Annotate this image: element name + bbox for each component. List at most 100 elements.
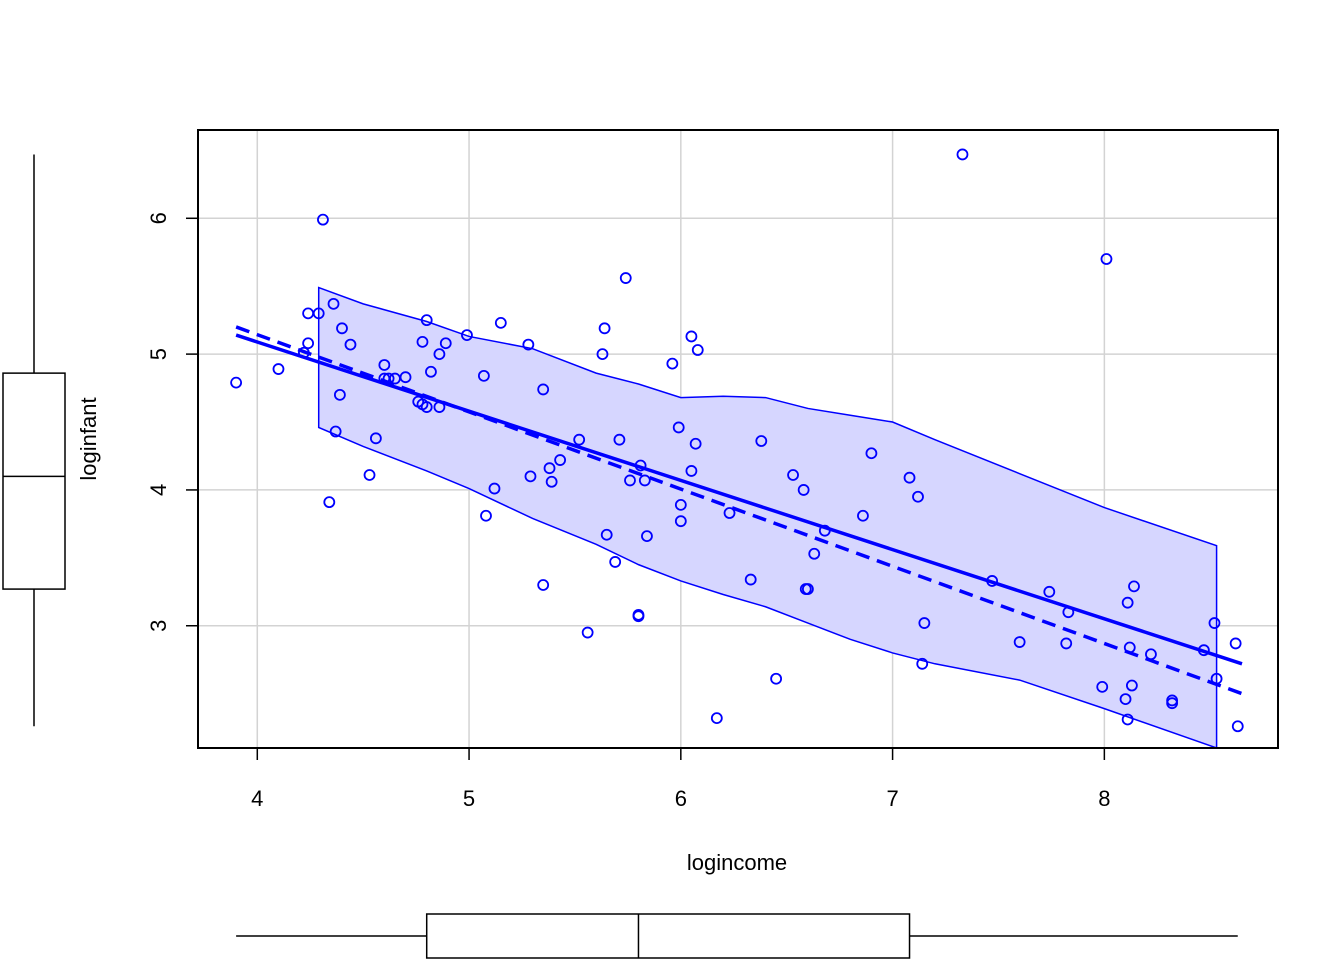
x-tick-label: 4 [251, 786, 263, 811]
data-point [1013, 636, 1026, 648]
data-point [382, 372, 395, 385]
data-point [344, 338, 357, 351]
data-point [857, 509, 869, 522]
data-point [685, 465, 698, 477]
x-axis: 4 5 6 7 8 [251, 747, 1110, 811]
data-point [916, 657, 929, 670]
data-point [302, 307, 315, 320]
data-point [723, 507, 736, 519]
data-point [420, 401, 433, 413]
data-point [638, 474, 651, 487]
data-point [317, 213, 329, 226]
data-point [609, 556, 622, 568]
data-point [230, 376, 243, 389]
regression-fit-line [235, 333, 1243, 666]
data-point [543, 462, 556, 475]
data-point [336, 322, 348, 335]
data-point [302, 337, 315, 350]
data-point [537, 579, 550, 591]
data-point [1060, 637, 1073, 650]
data-point [369, 432, 382, 445]
data-point [1229, 637, 1242, 650]
y-axis-title: loginfant [76, 397, 101, 480]
data-point [624, 474, 636, 487]
data-point [461, 329, 473, 341]
x-tick-label: 7 [886, 786, 898, 811]
data-point [581, 626, 594, 639]
y-tick-label: 4 [146, 484, 171, 496]
data-point [480, 509, 492, 522]
data-point [297, 346, 310, 359]
data-point [323, 496, 336, 509]
data-point [672, 421, 685, 434]
data-point [689, 437, 702, 450]
data-point [488, 482, 501, 495]
data-point [797, 484, 810, 496]
y-tick-label: 6 [146, 212, 171, 224]
data-point [808, 547, 821, 560]
data-point [865, 447, 878, 460]
data-point [554, 454, 567, 466]
y-tick-label: 5 [146, 348, 171, 360]
data-point [363, 469, 376, 481]
data-point [1100, 253, 1113, 265]
data-point [433, 401, 446, 413]
data-point [416, 335, 429, 348]
x-marginal-boxplot [236, 913, 1238, 959]
data-point [685, 330, 698, 343]
data-point [272, 363, 285, 375]
data-point [1123, 641, 1136, 654]
data-point [744, 573, 757, 586]
y-axis: 3 4 5 6 [146, 212, 199, 632]
data-point [1062, 606, 1075, 619]
data-point [1043, 585, 1056, 598]
data-point [801, 583, 814, 595]
data-point [327, 297, 340, 310]
data-point [596, 348, 609, 361]
data-point [425, 365, 437, 378]
data-point [912, 490, 924, 503]
data-point [918, 617, 931, 629]
data-point [634, 459, 647, 472]
data-point [1210, 672, 1223, 685]
data-point [674, 498, 687, 511]
data-point [1166, 694, 1179, 707]
data-point [1145, 648, 1157, 661]
regression-dashed-line [235, 325, 1243, 696]
data-point [632, 608, 645, 621]
data-point [537, 383, 550, 396]
data-point [956, 148, 969, 161]
x-axis-title: logincome [687, 850, 787, 875]
x-tick-label: 6 [675, 786, 687, 811]
data-point [598, 322, 611, 335]
x-tick-label: 5 [463, 786, 475, 811]
data-point [666, 357, 679, 370]
data-point [1121, 596, 1134, 609]
data-point [399, 371, 412, 384]
data-point [641, 530, 653, 543]
data-point [818, 524, 831, 537]
data-point [545, 475, 558, 488]
y-tick-label: 3 [146, 620, 171, 632]
data-point [619, 272, 632, 284]
data-point [420, 314, 433, 327]
data-point [573, 433, 586, 446]
data-point [710, 712, 723, 725]
data-point [312, 307, 325, 320]
data-point [439, 337, 452, 350]
data-point [1119, 693, 1132, 706]
data-point [770, 672, 783, 685]
data-point [522, 338, 535, 351]
data-point [477, 369, 490, 382]
data-point [333, 388, 346, 401]
x-tick-label: 8 [1098, 786, 1110, 811]
data-point [986, 575, 999, 587]
data-point [378, 359, 391, 371]
data-point [787, 469, 799, 481]
data-point [691, 344, 704, 356]
data-point [524, 470, 537, 483]
data-point [433, 348, 446, 361]
data-point [600, 528, 613, 541]
data-point [1208, 617, 1221, 629]
